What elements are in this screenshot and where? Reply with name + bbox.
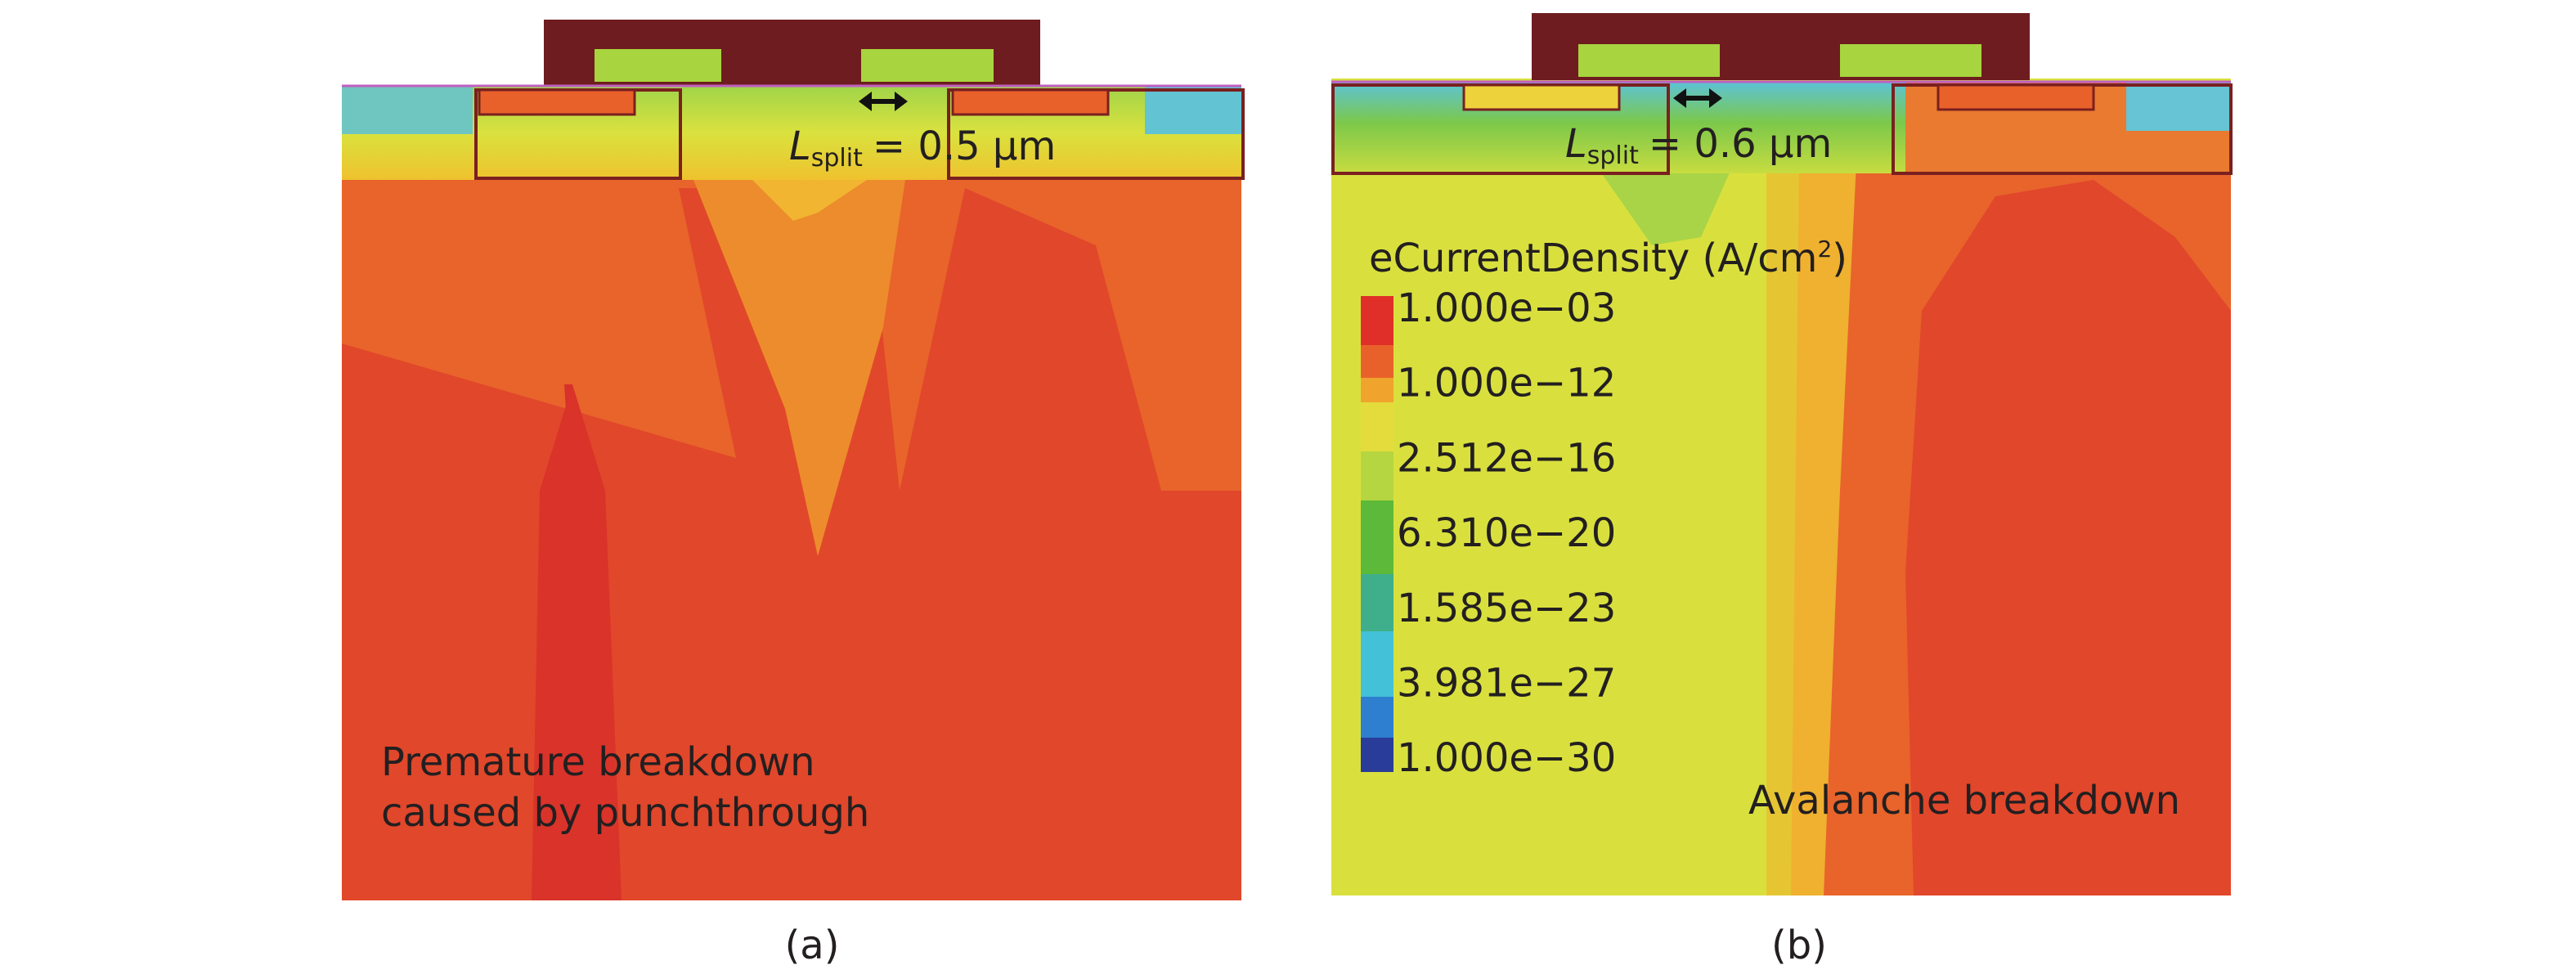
value: = 0.5 µm xyxy=(873,123,1056,169)
legend-label: 3.981e−27 xyxy=(1397,661,1616,707)
split-label: Lsplit = 0.5 µm xyxy=(789,123,1056,173)
split-arrow xyxy=(1673,88,1722,108)
superscript: 2 xyxy=(1817,236,1832,263)
legend-label: 6.310e−20 xyxy=(1397,510,1616,556)
surface-region xyxy=(2126,82,2231,131)
panel-a: Lsplit = 0.5 µm Premature breakdown cause… xyxy=(342,20,1245,968)
region-dark-red xyxy=(532,384,622,900)
annotation: Premature breakdown xyxy=(381,739,815,785)
contact xyxy=(1462,83,1621,111)
contact xyxy=(1936,83,2095,111)
split-label: Lsplit = 0.6 µm xyxy=(1565,121,1832,170)
title: eCurrentDensity (A/cm xyxy=(1369,236,1817,281)
region-light-orange xyxy=(1791,164,1865,895)
value: = 0.6 µm xyxy=(1649,121,1832,167)
legend-title: eCurrentDensity (A/cm2) xyxy=(1369,236,1847,281)
caption: (b) xyxy=(1771,922,1827,968)
subscript: split xyxy=(1587,141,1639,170)
region-orange xyxy=(342,188,736,458)
contact xyxy=(478,88,636,116)
legend: eCurrentDensity (A/cm2) 1.000e−03 1.000e−… xyxy=(1361,236,1847,781)
legend-label: 1.585e−23 xyxy=(1397,586,1616,631)
color-bar xyxy=(1361,296,1393,772)
annotation: caused by punchthrough xyxy=(381,790,869,836)
subscript: split xyxy=(811,144,863,173)
annotation: Avalanche breakdown xyxy=(1748,778,2180,824)
split-arrow xyxy=(859,92,908,111)
panel-b: Lsplit = 0.6 µm eCurrentDensity (A/cm2) 1… xyxy=(1331,13,2233,968)
symbol: L xyxy=(789,123,811,169)
legend-label: 1.000e−03 xyxy=(1397,285,1616,331)
gate xyxy=(1578,44,1720,77)
region-red xyxy=(1905,180,2231,895)
caption: (a) xyxy=(785,922,840,968)
contact xyxy=(951,88,1110,116)
gate xyxy=(861,49,994,82)
legend-label: 1.000e−30 xyxy=(1397,735,1616,781)
surface-region xyxy=(1145,85,1241,134)
region-light-orange xyxy=(687,164,908,556)
legend-label: 1.000e−12 xyxy=(1397,361,1616,406)
gate xyxy=(595,49,721,82)
surface-region xyxy=(342,85,473,134)
symbol: L xyxy=(1565,121,1587,167)
region-green xyxy=(1595,164,1734,245)
legend-label: 2.512e−16 xyxy=(1397,435,1616,481)
region-orange xyxy=(342,172,1241,491)
gate xyxy=(1840,44,1981,77)
title-end: ) xyxy=(1832,236,1847,281)
